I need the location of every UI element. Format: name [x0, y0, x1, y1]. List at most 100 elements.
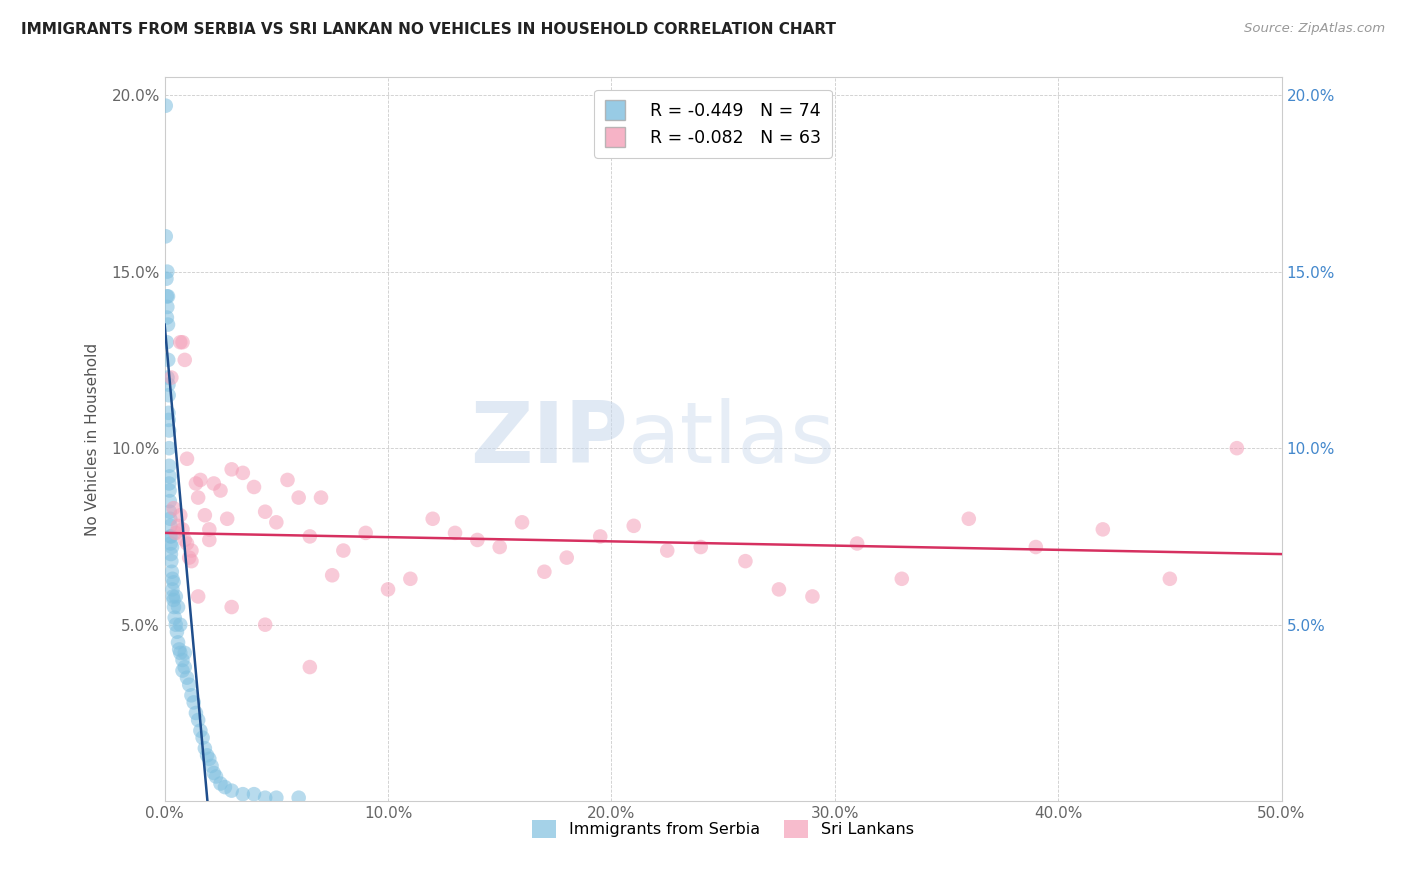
Point	[156, 289, 179, 303]
Point	[254, 790, 277, 805]
Point	[159, 494, 181, 508]
Point	[221, 462, 243, 476]
Point	[156, 370, 179, 384]
Point	[159, 519, 181, 533]
Point	[159, 512, 181, 526]
Point	[172, 653, 194, 667]
Point	[510, 516, 533, 530]
Point	[399, 572, 422, 586]
Point	[180, 543, 202, 558]
Point	[202, 766, 225, 780]
Point	[157, 424, 180, 438]
Point	[157, 476, 180, 491]
Point	[309, 491, 332, 505]
Point	[157, 458, 180, 473]
Point	[533, 565, 555, 579]
Text: atlas: atlas	[628, 398, 837, 481]
Point	[254, 617, 277, 632]
Point	[846, 536, 869, 550]
Point	[160, 370, 183, 384]
Point	[176, 451, 198, 466]
Point	[176, 536, 198, 550]
Point	[157, 441, 180, 455]
Point	[243, 787, 266, 801]
Point	[157, 413, 180, 427]
Point	[254, 505, 277, 519]
Point	[232, 787, 254, 801]
Point	[1025, 540, 1047, 554]
Point	[169, 617, 191, 632]
Point	[623, 519, 645, 533]
Point	[162, 582, 184, 597]
Point	[890, 572, 912, 586]
Point	[276, 473, 298, 487]
Point	[155, 229, 177, 244]
Point	[180, 688, 202, 702]
Point	[243, 480, 266, 494]
Point	[200, 759, 222, 773]
Point	[157, 388, 180, 402]
Point	[169, 508, 191, 523]
Point	[173, 352, 195, 367]
Point	[160, 565, 183, 579]
Point	[190, 473, 212, 487]
Point	[198, 522, 221, 536]
Point	[156, 318, 179, 332]
Point	[217, 512, 239, 526]
Point	[214, 780, 236, 794]
Point	[298, 660, 321, 674]
Point	[162, 501, 184, 516]
Point	[157, 406, 180, 420]
Point	[689, 540, 711, 554]
Point	[160, 547, 183, 561]
Point	[957, 512, 980, 526]
Point	[202, 476, 225, 491]
Point	[156, 335, 179, 350]
Point	[555, 550, 578, 565]
Point	[190, 723, 212, 738]
Point	[157, 377, 180, 392]
Point	[1091, 522, 1114, 536]
Point	[163, 610, 186, 624]
Point	[156, 300, 179, 314]
Point	[162, 593, 184, 607]
Point	[173, 533, 195, 547]
Point	[156, 265, 179, 279]
Point	[209, 483, 232, 498]
Point	[167, 519, 190, 533]
Point	[159, 505, 181, 519]
Y-axis label: No Vehicles in Household: No Vehicles in Household	[86, 343, 100, 536]
Point	[167, 642, 190, 657]
Point	[172, 335, 194, 350]
Point	[159, 483, 181, 498]
Point	[173, 646, 195, 660]
Point	[165, 617, 187, 632]
Point	[160, 540, 183, 554]
Point	[156, 289, 179, 303]
Point	[160, 529, 183, 543]
Point	[183, 695, 205, 709]
Point	[165, 590, 187, 604]
Point	[187, 491, 209, 505]
Point	[176, 671, 198, 685]
Point	[221, 783, 243, 797]
Point	[354, 525, 377, 540]
Point	[166, 624, 188, 639]
Point	[266, 790, 288, 805]
Point	[162, 590, 184, 604]
Point	[321, 568, 343, 582]
Point	[159, 529, 181, 543]
Point	[187, 713, 209, 727]
Point	[173, 660, 195, 674]
Point	[195, 748, 218, 763]
Point	[467, 533, 489, 547]
Point	[298, 529, 321, 543]
Point	[194, 741, 217, 756]
Point	[165, 525, 187, 540]
Point	[657, 543, 679, 558]
Point	[287, 491, 309, 505]
Point	[184, 476, 207, 491]
Point	[191, 731, 214, 745]
Point	[155, 271, 177, 285]
Point	[205, 770, 228, 784]
